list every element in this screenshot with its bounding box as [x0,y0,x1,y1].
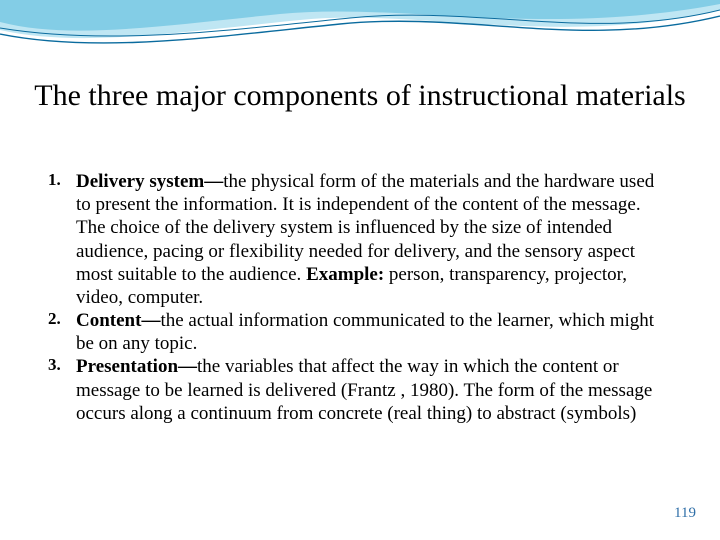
list-item: Content—the actual information communica… [48,309,672,355]
slide: The three major components of instructio… [0,0,720,540]
page-number: 119 [674,505,696,522]
example-label: Example: [306,264,384,285]
item-text: the actual information communicated to t… [76,310,654,354]
slide-title: The three major components of instructio… [30,78,690,114]
item-lead: Delivery system— [76,171,223,192]
list-item: Delivery system—the physical form of the… [48,170,672,309]
component-list: Delivery system—the physical form of the… [48,170,672,425]
item-lead: Content— [76,310,160,331]
list-item: Presentation—the variables that affect t… [48,355,672,425]
item-lead: Presentation— [76,356,197,377]
slide-body: Delivery system—the physical form of the… [48,170,672,425]
wave-decoration [0,0,720,75]
